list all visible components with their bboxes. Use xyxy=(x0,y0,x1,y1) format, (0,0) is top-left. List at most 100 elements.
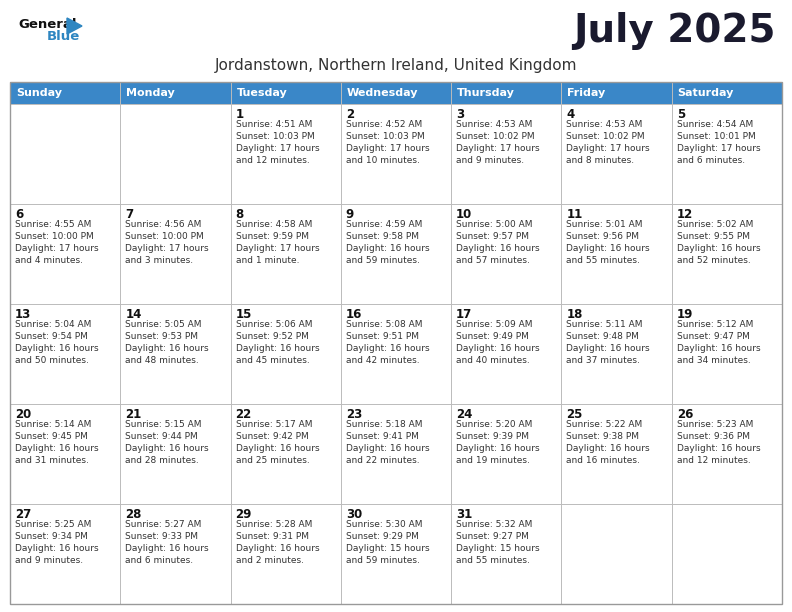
Text: 5: 5 xyxy=(676,108,685,121)
FancyBboxPatch shape xyxy=(341,204,451,304)
Text: Thursday: Thursday xyxy=(457,88,515,98)
Polygon shape xyxy=(67,18,82,34)
Text: Sunrise: 5:09 AM
Sunset: 9:49 PM
Daylight: 16 hours
and 40 minutes.: Sunrise: 5:09 AM Sunset: 9:49 PM Dayligh… xyxy=(456,320,540,365)
Text: Sunrise: 5:14 AM
Sunset: 9:45 PM
Daylight: 16 hours
and 31 minutes.: Sunrise: 5:14 AM Sunset: 9:45 PM Dayligh… xyxy=(15,420,99,466)
Text: Sunrise: 4:56 AM
Sunset: 10:00 PM
Daylight: 17 hours
and 3 minutes.: Sunrise: 4:56 AM Sunset: 10:00 PM Daylig… xyxy=(125,220,209,266)
Text: Jordanstown, Northern Ireland, United Kingdom: Jordanstown, Northern Ireland, United Ki… xyxy=(215,58,577,73)
FancyBboxPatch shape xyxy=(10,504,120,604)
Text: July 2025: July 2025 xyxy=(573,12,776,50)
FancyBboxPatch shape xyxy=(451,404,562,504)
FancyBboxPatch shape xyxy=(562,304,672,404)
Text: Sunrise: 4:58 AM
Sunset: 9:59 PM
Daylight: 17 hours
and 1 minute.: Sunrise: 4:58 AM Sunset: 9:59 PM Dayligh… xyxy=(235,220,319,266)
FancyBboxPatch shape xyxy=(672,404,782,504)
Text: Sunrise: 5:20 AM
Sunset: 9:39 PM
Daylight: 16 hours
and 19 minutes.: Sunrise: 5:20 AM Sunset: 9:39 PM Dayligh… xyxy=(456,420,540,466)
Text: 12: 12 xyxy=(676,208,693,221)
FancyBboxPatch shape xyxy=(341,104,451,204)
Text: Sunrise: 4:59 AM
Sunset: 9:58 PM
Daylight: 16 hours
and 59 minutes.: Sunrise: 4:59 AM Sunset: 9:58 PM Dayligh… xyxy=(346,220,429,266)
Text: 22: 22 xyxy=(235,408,252,421)
Text: Sunrise: 5:08 AM
Sunset: 9:51 PM
Daylight: 16 hours
and 42 minutes.: Sunrise: 5:08 AM Sunset: 9:51 PM Dayligh… xyxy=(346,320,429,365)
FancyBboxPatch shape xyxy=(451,504,562,604)
Text: Sunday: Sunday xyxy=(16,88,62,98)
Text: 25: 25 xyxy=(566,408,583,421)
FancyBboxPatch shape xyxy=(230,104,341,204)
FancyBboxPatch shape xyxy=(451,304,562,404)
FancyBboxPatch shape xyxy=(562,104,672,204)
FancyBboxPatch shape xyxy=(672,304,782,404)
FancyBboxPatch shape xyxy=(341,404,451,504)
Text: 2: 2 xyxy=(346,108,354,121)
FancyBboxPatch shape xyxy=(120,404,230,504)
Text: 23: 23 xyxy=(346,408,362,421)
Text: Sunrise: 5:28 AM
Sunset: 9:31 PM
Daylight: 16 hours
and 2 minutes.: Sunrise: 5:28 AM Sunset: 9:31 PM Dayligh… xyxy=(235,520,319,565)
Text: Sunrise: 5:01 AM
Sunset: 9:56 PM
Daylight: 16 hours
and 55 minutes.: Sunrise: 5:01 AM Sunset: 9:56 PM Dayligh… xyxy=(566,220,650,266)
Text: 24: 24 xyxy=(456,408,473,421)
FancyBboxPatch shape xyxy=(341,504,451,604)
Text: 13: 13 xyxy=(15,308,31,321)
Text: Sunrise: 5:32 AM
Sunset: 9:27 PM
Daylight: 15 hours
and 55 minutes.: Sunrise: 5:32 AM Sunset: 9:27 PM Dayligh… xyxy=(456,520,540,565)
Text: Sunrise: 4:54 AM
Sunset: 10:01 PM
Daylight: 17 hours
and 6 minutes.: Sunrise: 4:54 AM Sunset: 10:01 PM Daylig… xyxy=(676,120,760,165)
Text: Sunrise: 5:25 AM
Sunset: 9:34 PM
Daylight: 16 hours
and 9 minutes.: Sunrise: 5:25 AM Sunset: 9:34 PM Dayligh… xyxy=(15,520,99,565)
Text: Sunrise: 5:15 AM
Sunset: 9:44 PM
Daylight: 16 hours
and 28 minutes.: Sunrise: 5:15 AM Sunset: 9:44 PM Dayligh… xyxy=(125,420,209,466)
FancyBboxPatch shape xyxy=(10,204,120,304)
Text: 29: 29 xyxy=(235,508,252,521)
Text: Blue: Blue xyxy=(47,30,80,43)
Text: Sunrise: 4:53 AM
Sunset: 10:02 PM
Daylight: 17 hours
and 8 minutes.: Sunrise: 4:53 AM Sunset: 10:02 PM Daylig… xyxy=(566,120,650,165)
FancyBboxPatch shape xyxy=(451,204,562,304)
FancyBboxPatch shape xyxy=(120,304,230,404)
Text: 6: 6 xyxy=(15,208,23,221)
Text: Monday: Monday xyxy=(126,88,175,98)
Text: 30: 30 xyxy=(346,508,362,521)
FancyBboxPatch shape xyxy=(451,104,562,204)
Text: 19: 19 xyxy=(676,308,693,321)
Text: Wednesday: Wednesday xyxy=(347,88,418,98)
Text: Sunrise: 4:51 AM
Sunset: 10:03 PM
Daylight: 17 hours
and 12 minutes.: Sunrise: 4:51 AM Sunset: 10:03 PM Daylig… xyxy=(235,120,319,165)
Text: General: General xyxy=(18,18,77,31)
FancyBboxPatch shape xyxy=(672,104,782,204)
Text: 28: 28 xyxy=(125,508,142,521)
FancyBboxPatch shape xyxy=(672,204,782,304)
Text: 11: 11 xyxy=(566,208,583,221)
FancyBboxPatch shape xyxy=(120,204,230,304)
Text: 31: 31 xyxy=(456,508,472,521)
Text: 4: 4 xyxy=(566,108,575,121)
Text: 20: 20 xyxy=(15,408,31,421)
Text: 3: 3 xyxy=(456,108,464,121)
Text: 10: 10 xyxy=(456,208,472,221)
Text: 17: 17 xyxy=(456,308,472,321)
Text: Sunrise: 5:06 AM
Sunset: 9:52 PM
Daylight: 16 hours
and 45 minutes.: Sunrise: 5:06 AM Sunset: 9:52 PM Dayligh… xyxy=(235,320,319,365)
Text: Sunrise: 5:12 AM
Sunset: 9:47 PM
Daylight: 16 hours
and 34 minutes.: Sunrise: 5:12 AM Sunset: 9:47 PM Dayligh… xyxy=(676,320,760,365)
Text: Sunrise: 4:52 AM
Sunset: 10:03 PM
Daylight: 17 hours
and 10 minutes.: Sunrise: 4:52 AM Sunset: 10:03 PM Daylig… xyxy=(346,120,429,165)
FancyBboxPatch shape xyxy=(562,204,672,304)
Text: 16: 16 xyxy=(346,308,362,321)
FancyBboxPatch shape xyxy=(341,304,451,404)
FancyBboxPatch shape xyxy=(10,82,782,104)
FancyBboxPatch shape xyxy=(230,404,341,504)
FancyBboxPatch shape xyxy=(230,304,341,404)
Text: Sunrise: 5:17 AM
Sunset: 9:42 PM
Daylight: 16 hours
and 25 minutes.: Sunrise: 5:17 AM Sunset: 9:42 PM Dayligh… xyxy=(235,420,319,466)
FancyBboxPatch shape xyxy=(230,204,341,304)
Text: Sunrise: 5:04 AM
Sunset: 9:54 PM
Daylight: 16 hours
and 50 minutes.: Sunrise: 5:04 AM Sunset: 9:54 PM Dayligh… xyxy=(15,320,99,365)
FancyBboxPatch shape xyxy=(562,504,672,604)
Text: 8: 8 xyxy=(235,208,244,221)
Text: Sunrise: 4:53 AM
Sunset: 10:02 PM
Daylight: 17 hours
and 9 minutes.: Sunrise: 4:53 AM Sunset: 10:02 PM Daylig… xyxy=(456,120,540,165)
FancyBboxPatch shape xyxy=(10,304,120,404)
Text: Friday: Friday xyxy=(567,88,606,98)
Text: Sunrise: 5:30 AM
Sunset: 9:29 PM
Daylight: 15 hours
and 59 minutes.: Sunrise: 5:30 AM Sunset: 9:29 PM Dayligh… xyxy=(346,520,429,565)
Text: 14: 14 xyxy=(125,308,142,321)
Text: 15: 15 xyxy=(235,308,252,321)
FancyBboxPatch shape xyxy=(120,104,230,204)
Text: Sunrise: 5:27 AM
Sunset: 9:33 PM
Daylight: 16 hours
and 6 minutes.: Sunrise: 5:27 AM Sunset: 9:33 PM Dayligh… xyxy=(125,520,209,565)
Text: Sunrise: 5:23 AM
Sunset: 9:36 PM
Daylight: 16 hours
and 12 minutes.: Sunrise: 5:23 AM Sunset: 9:36 PM Dayligh… xyxy=(676,420,760,466)
Text: Sunrise: 5:05 AM
Sunset: 9:53 PM
Daylight: 16 hours
and 48 minutes.: Sunrise: 5:05 AM Sunset: 9:53 PM Dayligh… xyxy=(125,320,209,365)
Text: Sunrise: 5:02 AM
Sunset: 9:55 PM
Daylight: 16 hours
and 52 minutes.: Sunrise: 5:02 AM Sunset: 9:55 PM Dayligh… xyxy=(676,220,760,266)
Text: 9: 9 xyxy=(346,208,354,221)
Text: 27: 27 xyxy=(15,508,31,521)
Text: 18: 18 xyxy=(566,308,583,321)
Text: 26: 26 xyxy=(676,408,693,421)
Text: 21: 21 xyxy=(125,408,142,421)
Text: Sunrise: 4:55 AM
Sunset: 10:00 PM
Daylight: 17 hours
and 4 minutes.: Sunrise: 4:55 AM Sunset: 10:00 PM Daylig… xyxy=(15,220,99,266)
FancyBboxPatch shape xyxy=(230,504,341,604)
Text: Sunrise: 5:11 AM
Sunset: 9:48 PM
Daylight: 16 hours
and 37 minutes.: Sunrise: 5:11 AM Sunset: 9:48 PM Dayligh… xyxy=(566,320,650,365)
FancyBboxPatch shape xyxy=(672,504,782,604)
Text: Sunrise: 5:00 AM
Sunset: 9:57 PM
Daylight: 16 hours
and 57 minutes.: Sunrise: 5:00 AM Sunset: 9:57 PM Dayligh… xyxy=(456,220,540,266)
